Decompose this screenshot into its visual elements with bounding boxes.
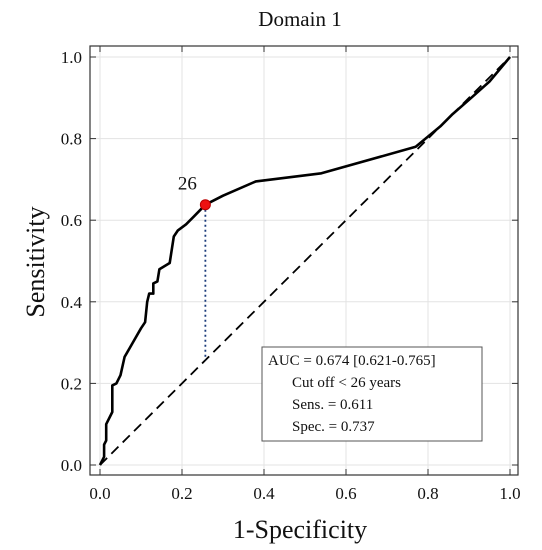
roc-curve-line: [98, 56, 511, 466]
chart-title: Domain 1: [258, 7, 341, 31]
y-tick-label: 0.8: [61, 130, 82, 149]
x-axis-label: 1-Specificity: [233, 515, 367, 544]
auc-text: AUC = 0.674 [0.621-0.765]: [268, 353, 436, 369]
plot-area: 0.0 0.2 0.4 0.6 0.8 1.0 0.0 0.2 0.4 0.6 0.8 1.0 26: [61, 45, 521, 503]
annotation-box: AUC = 0.674 [0.621-0.765] Cut off < 26 y…: [261, 346, 483, 442]
y-tick-label: 0.4: [61, 293, 83, 312]
y-tick-label: 1.0: [61, 48, 82, 67]
y-tick-label: 0.2: [61, 374, 82, 393]
cutoff-point-label: 26: [178, 174, 197, 195]
y-tick-label: 0.0: [61, 456, 82, 475]
x-tick-label: 0.8: [417, 484, 438, 503]
sensitivity-text: Sens. = 0.611: [292, 397, 373, 413]
y-tick-label: 0.6: [61, 211, 82, 230]
x-tick-label: 1.0: [499, 484, 520, 503]
cutoff-text: Cut off < 26 years: [292, 375, 401, 391]
x-tick-label: 0.2: [171, 484, 192, 503]
plot-frame: [89, 45, 519, 476]
x-tick-label: 0.0: [89, 484, 110, 503]
x-tick-label: 0.6: [335, 484, 356, 503]
specificity-text: Spec. = 0.737: [292, 419, 375, 435]
reference-diagonal-line: [99, 56, 511, 466]
y-axis-label: Sensitivity: [21, 206, 50, 317]
x-tick-label: 0.4: [253, 484, 275, 503]
annotation-box-frame: [261, 346, 483, 442]
cutoff-point: [199, 199, 211, 211]
